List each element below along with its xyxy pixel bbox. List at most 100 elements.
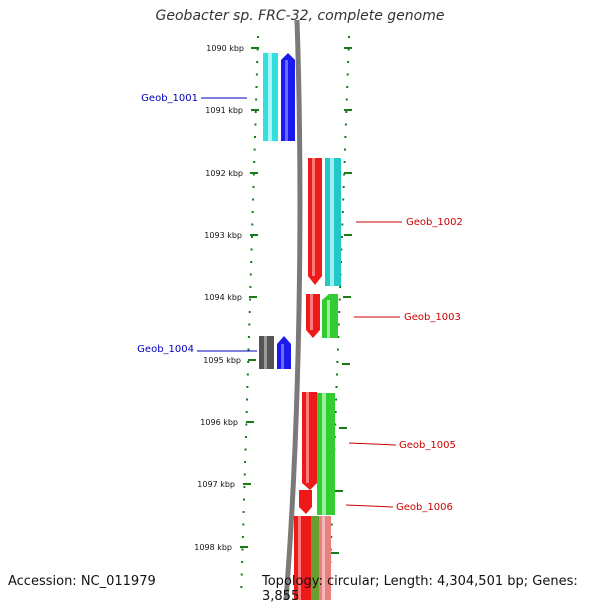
scale-dot: [335, 398, 338, 401]
scale-dot: [257, 36, 259, 38]
scale-dot: [241, 536, 244, 538]
scale-dot: [343, 173, 346, 176]
scale-dot: [334, 423, 337, 426]
scale-dot: [245, 411, 248, 413]
scale-dot: [241, 548, 244, 551]
kbp-label: 1094 kbp: [204, 293, 242, 302]
scale-dot: [344, 136, 347, 138]
scale-dot: [246, 373, 249, 376]
scale-dot: [242, 511, 245, 513]
scale-dot: [336, 373, 338, 376]
scale-dot: [345, 111, 348, 113]
gene-label-geob-1004[interactable]: Geob_1004: [137, 344, 194, 355]
genome-backbone: [283, 19, 303, 600]
kbp-label: 1098 kbp: [194, 543, 232, 552]
scale-dot: [252, 198, 255, 201]
scale-dots: [240, 36, 350, 588]
gene-label-geob-1006[interactable]: Geob_1006: [396, 502, 453, 513]
scale-dot: [254, 136, 256, 138]
scale-dot: [247, 348, 250, 351]
scale-dot: [243, 473, 246, 476]
scale-dot: [250, 248, 253, 251]
scale-dot: [248, 323, 251, 326]
scale-dot: [251, 211, 254, 213]
scale-dot: [347, 61, 350, 63]
scale-dot: [248, 311, 251, 313]
scale-dot: [344, 148, 346, 151]
scale-dot: [245, 423, 248, 426]
scale-dot: [247, 336, 250, 338]
kbp-scale: 1090 kbp 1091 kbp 1092 kbp 1093 kbp 1094…: [194, 44, 259, 552]
gene-arrow-red: [302, 392, 317, 490]
gene-features: [259, 53, 341, 600]
scale-dot: [244, 461, 247, 463]
scale-dot: [346, 86, 349, 88]
figure-title: Geobacter sp. FRC-32, complete genome: [155, 8, 445, 24]
kbp-label: 1093 kbp: [204, 231, 242, 240]
scale-dot: [256, 48, 259, 51]
scale-dot: [336, 361, 339, 363]
accession-text: Accession: NC_011979: [8, 574, 156, 589]
scale-dot: [338, 311, 341, 313]
gene-label-geob-1001[interactable]: Geob_1001: [141, 93, 198, 104]
scale-dot: [243, 498, 245, 501]
scale-dot: [342, 198, 345, 201]
gene-label-geob-1005[interactable]: Geob_1005: [399, 440, 456, 451]
scale-dot: [337, 336, 340, 338]
scale-dot: [242, 523, 245, 526]
scale-dot: [348, 36, 350, 38]
scale-dot: [255, 86, 258, 88]
scale-dot: [335, 386, 338, 388]
scale-dot: [343, 161, 346, 163]
scale-dot: [241, 561, 244, 563]
kbp-label: 1095 kbp: [203, 356, 241, 365]
scale-dot: [254, 111, 257, 113]
gene-label-geob-1003[interactable]: Geob_1003: [404, 312, 461, 323]
scale-dot: [240, 573, 243, 576]
scale-dot: [256, 61, 259, 63]
scale-dot: [252, 186, 255, 188]
scale-dot: [344, 123, 347, 126]
scale-dot: [253, 148, 256, 151]
scale-dot: [342, 186, 345, 188]
scale-dot: [337, 323, 340, 326]
scale-dot: [249, 273, 252, 276]
scale-dot: [254, 123, 257, 126]
gene-labels: Geob_1001 Geob_1002 Geob_1003 Geob_1004 …: [137, 93, 463, 513]
leader-lines: [197, 97, 402, 508]
scale-dot: [330, 523, 333, 526]
scale-dot: [246, 398, 248, 401]
kbp-label: 1091 kbp: [205, 106, 243, 115]
scale-dot: [255, 73, 258, 76]
right-ticks: [331, 47, 352, 554]
scale-dot: [246, 386, 249, 388]
kbp-label: 1097 kbp: [197, 480, 235, 489]
scale-dot: [346, 73, 349, 76]
scale-dot: [251, 223, 254, 226]
scale-dot: [244, 448, 247, 451]
scale-dot: [339, 286, 342, 288]
scale-dot: [334, 411, 337, 413]
scale-dot: [341, 211, 344, 213]
scale-dot: [249, 286, 252, 288]
scale-dot: [253, 161, 256, 163]
scale-dot: [347, 48, 350, 51]
scale-dot: [251, 236, 253, 238]
scale-dot: [340, 236, 343, 238]
scale-dot: [338, 298, 341, 301]
gene-arrow-red: [299, 490, 312, 514]
kbp-label: 1090 kbp: [206, 44, 244, 53]
scale-dot: [252, 173, 255, 176]
scale-dot: [340, 248, 343, 251]
scale-dot: [240, 586, 243, 588]
kbp-label: 1092 kbp: [205, 169, 243, 178]
scale-dot: [341, 223, 344, 226]
scale-dot: [336, 348, 339, 351]
scale-dot: [243, 486, 246, 488]
scale-dot: [250, 261, 253, 263]
scale-dot: [244, 436, 247, 438]
scale-dot: [247, 361, 250, 363]
kbp-label: 1096 kbp: [200, 418, 238, 427]
gene-label-geob-1002[interactable]: Geob_1002: [406, 217, 463, 228]
